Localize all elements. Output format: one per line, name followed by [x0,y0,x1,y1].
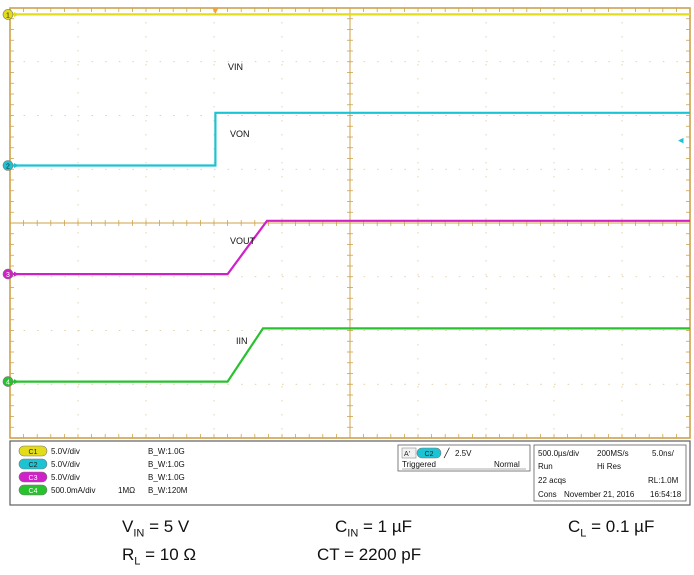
condition-vin: VIN = 5 V [122,517,189,539]
ch1-tag[interactable] [18,445,48,457]
cons-label: Cons [538,490,557,499]
capture-date: November 21, 2016 [564,490,635,499]
channel-2-pointer-icon [14,162,19,168]
trace-label-vin: VIN [228,62,243,72]
trigger-state: Triggered [402,460,436,469]
info-panel: C1 5.0V/div B_W:1.0G C2 5.0V/div B_W:1.0… [9,440,691,506]
trigger-source-label: C2 [425,451,434,458]
channel-4-settings[interactable]: C4 500.0mA/div 1MΩ B_W:120M [18,484,188,496]
channel-2-marker[interactable] [2,160,14,171]
rl-subscript: L [134,555,141,568]
run-state: Run [538,462,553,471]
ch4-tag-label: C4 [29,488,38,495]
record-length: RL:1.0M [648,476,679,485]
sample-rate: 200MS/s [597,449,629,458]
trigger-level-icon[interactable]: ◂ [678,135,684,147]
ch3-tag[interactable] [18,471,48,483]
channel-3-marker-label: 3 [6,272,10,279]
cin-value: = 1 µF [363,517,413,536]
trigger-source-tag [416,447,442,459]
trace-label-iin: IIN [236,336,248,346]
cl-subscript: L [580,527,587,540]
vin-subscript: IN [133,527,145,540]
rl-symbol: R [122,545,135,564]
channel-2-settings[interactable]: C2 5.0V/div B_W:1.0G [18,458,185,470]
cl-symbol: C [568,517,581,536]
ch2-scale: 5.0V/div [51,460,80,469]
channel-1-marker[interactable] [2,9,14,20]
ch3-bandwidth: B_W:1.0G [148,473,185,482]
graticule [10,8,690,438]
vin-symbol: V [122,517,134,536]
trace-labels: VIN VON VOUT IIN [228,62,256,346]
channel-4-pointer-icon [14,379,19,385]
condition-rl: RL = 10 Ω [122,545,196,567]
ch3-tag-label: C3 [29,475,38,482]
traces [10,13,690,383]
channel-1-settings[interactable]: C1 5.0V/div B_W:1.0G [18,445,185,457]
ch1-bandwidth: B_W:1.0G [148,447,185,456]
acquisition-mode: Hi Res [597,462,621,471]
channel-3-pointer-icon [14,271,19,277]
vin-value: = 5 V [149,517,190,536]
condition-cin: CIN = 1 µF [335,517,412,539]
cl-value: = 0.1 µF [591,517,655,536]
capture-time: 16:54:18 [650,490,682,499]
ch2-tag[interactable] [18,458,48,470]
channel-1-marker-label: 1 [6,12,10,19]
trace-iin [10,327,690,383]
ch2-tag-label: C2 [29,462,38,469]
ch1-scale: 5.0V/div [51,447,80,456]
timebase: 500.0µs/div [538,449,579,458]
channel-markers: 1 2 3 4 ▼ ◂ [2,6,684,387]
trigger-a-label: A' [404,451,410,458]
ch1-tag-label: C1 [29,449,38,456]
ch4-bandwidth: B_W:120M [148,486,188,495]
ch3-scale: 5.0V/div [51,473,80,482]
trace-label-von: VON [230,129,250,139]
channel-3-marker[interactable] [2,268,14,280]
trigger-a-badge [401,447,417,459]
trigger-mode: Normal [494,460,520,469]
channel-1-pointer-icon [14,11,19,17]
channel-3-settings[interactable]: C3 5.0V/div B_W:1.0G [18,471,185,483]
ch4-tag[interactable] [18,484,48,496]
condition-ct: CT = 2200 pF [317,545,422,564]
ch2-bandwidth: B_W:1.0G [148,460,185,469]
cin-symbol: C [335,517,348,536]
trace-label-vout: VOUT [230,236,256,246]
trigger-readout[interactable]: A' C2 ╱ 2.5V Triggered Normal [397,444,531,472]
resolution: 5.0ns/ [652,449,675,458]
channel-settings: C1 5.0V/div B_W:1.0G C2 5.0V/div B_W:1.0… [18,445,188,496]
cin-subscript: IN [347,527,359,540]
acquisition-count: 22 acqs [538,476,566,485]
trigger-position-icon[interactable]: ▼ [210,6,220,17]
acquisition-readout[interactable]: 500.0µs/div 200MS/s 5.0ns/ Run Hi Res 22… [533,444,687,502]
channel-4-marker[interactable] [2,376,14,387]
ch4-scale: 500.0mA/div [51,486,95,495]
condition-cl: CL = 0.1 µF [568,517,654,539]
channel-2-marker-label: 2 [6,163,10,170]
trigger-level: 2.5V [455,449,472,458]
rl-value: = 10 Ω [145,545,197,564]
ch4-coupling: 1MΩ [118,486,135,495]
rising-edge-icon: ╱ [443,447,450,459]
trace-von [10,111,690,167]
channel-4-marker-label: 4 [6,380,10,387]
trace-vout [10,219,690,276]
